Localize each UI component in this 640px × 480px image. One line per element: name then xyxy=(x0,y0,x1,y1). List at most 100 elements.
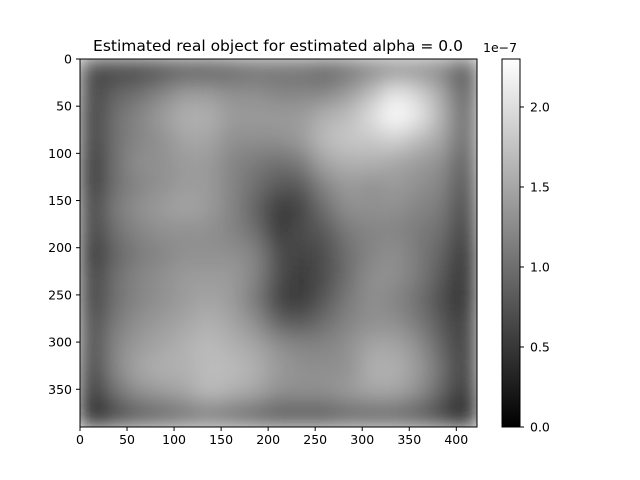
heatmap-cell xyxy=(289,150,315,175)
heatmap-cell xyxy=(406,127,431,152)
heatmap-cell xyxy=(429,104,455,129)
heatmap-cell xyxy=(102,288,128,313)
heatmap-cell xyxy=(149,403,174,427)
heatmap-cell xyxy=(313,265,338,290)
heatmap-cell xyxy=(383,59,408,83)
heatmap-cell xyxy=(242,334,268,359)
heatmap-cell xyxy=(336,265,361,290)
heatmap-cell xyxy=(406,403,431,427)
heatmap-cell xyxy=(313,104,338,129)
heatmap-cell xyxy=(149,288,174,313)
heatmap-cell xyxy=(172,127,198,152)
heatmap-cell xyxy=(126,196,151,221)
heatmap-cell xyxy=(219,357,244,382)
heatmap-cell xyxy=(219,334,244,359)
heatmap-cell xyxy=(102,334,128,359)
heatmap-cell xyxy=(406,357,431,382)
heatmap-cell xyxy=(126,242,151,267)
heatmap-cell xyxy=(219,311,244,336)
heatmap-cell xyxy=(172,81,198,106)
heatmap-cell xyxy=(383,380,408,405)
heatmap-cell xyxy=(406,196,431,221)
heatmap-cell xyxy=(196,81,221,106)
heatmap-cell xyxy=(313,81,338,106)
colorbar-offset-text: 1e−7 xyxy=(483,40,517,55)
heatmap-cell xyxy=(149,81,174,106)
x-tick-label: 200 xyxy=(256,432,280,447)
plot-frame xyxy=(79,58,478,428)
heatmap-cell xyxy=(266,357,291,382)
heatmap-cell xyxy=(149,265,174,290)
heatmap-cell xyxy=(219,173,244,198)
heatmap-cell xyxy=(219,288,244,313)
y-tick-label: 250 xyxy=(48,287,72,302)
heatmap-cell xyxy=(406,334,431,359)
heatmap-cell xyxy=(149,242,174,267)
heatmap-cell xyxy=(406,173,431,198)
colorbar-tick-label: 0.0 xyxy=(530,420,550,435)
heatmap-cell xyxy=(289,242,315,267)
heatmap-cell xyxy=(453,334,477,359)
heatmap-cell xyxy=(102,242,128,267)
heatmap-cell xyxy=(126,334,151,359)
heatmap-cell xyxy=(453,242,477,267)
x-tick-label: 400 xyxy=(444,432,468,447)
heatmap-cell xyxy=(266,219,291,244)
heatmap-cell xyxy=(266,196,291,221)
heatmap-cell xyxy=(242,403,268,427)
heatmap-cell xyxy=(80,403,104,427)
heatmap-cell xyxy=(336,127,361,152)
heatmap-cell xyxy=(196,59,221,83)
heatmap-cell xyxy=(172,104,198,129)
heatmap-cell xyxy=(313,59,338,83)
heatmap-cell xyxy=(242,219,268,244)
heatmap-cell xyxy=(429,242,455,267)
heatmap-cell xyxy=(266,288,291,313)
y-axis: 0 50 100 150 200 250 300 350 xyxy=(48,52,80,397)
heatmap-cell xyxy=(336,104,361,129)
heatmap-cell xyxy=(336,357,361,382)
heatmap-cell xyxy=(102,127,128,152)
x-tick-label: 0 xyxy=(76,432,84,447)
y-tick-label: 350 xyxy=(48,382,72,397)
heatmap-cell xyxy=(453,59,477,83)
heatmap-cell xyxy=(336,173,361,198)
heatmap-cell xyxy=(80,288,104,313)
heatmap-cell xyxy=(453,357,477,382)
heatmap-cell xyxy=(172,219,198,244)
heatmap-cell xyxy=(429,219,455,244)
heatmap-cell xyxy=(149,104,174,129)
x-tick-label: 350 xyxy=(397,432,421,447)
heatmap-cell xyxy=(289,59,315,83)
heatmap-cell xyxy=(80,380,104,405)
heatmap-cell xyxy=(266,242,291,267)
heatmap-cell xyxy=(266,265,291,290)
heatmap-cell xyxy=(429,127,455,152)
heatmap-cell xyxy=(383,127,408,152)
heatmap-cell xyxy=(149,127,174,152)
x-tick-label: 150 xyxy=(209,432,233,447)
heatmap-cell xyxy=(289,127,315,152)
heatmap-cell xyxy=(406,380,431,405)
heatmap-cell xyxy=(289,357,315,382)
heatmap-cell xyxy=(359,403,385,427)
heatmap-cell xyxy=(126,219,151,244)
heatmap-cell xyxy=(149,357,174,382)
heatmap-cell xyxy=(242,104,268,129)
heatmap-cell xyxy=(242,357,268,382)
heatmap-cell xyxy=(126,173,151,198)
heatmap-cell xyxy=(453,288,477,313)
heatmap-cell xyxy=(172,265,198,290)
heatmap-cell xyxy=(429,334,455,359)
heatmap-cell xyxy=(336,59,361,83)
heatmap-cell xyxy=(219,380,244,405)
heatmap-cell xyxy=(359,104,385,129)
heatmap-cell xyxy=(429,288,455,313)
heatmap-cell xyxy=(289,380,315,405)
heatmap-cell xyxy=(359,380,385,405)
colorbar-tick-label: 2.0 xyxy=(530,100,550,115)
heatmap-cell xyxy=(172,380,198,405)
heatmap-cell xyxy=(219,104,244,129)
heatmap-cell xyxy=(359,334,385,359)
heatmap-cell xyxy=(453,219,477,244)
